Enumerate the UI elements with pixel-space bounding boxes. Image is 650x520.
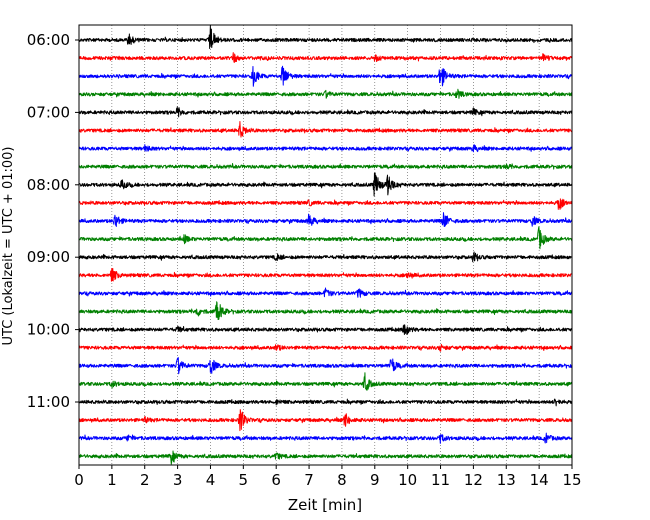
seismic-trace bbox=[78, 301, 573, 321]
seismic-trace bbox=[78, 52, 573, 63]
seismic-trace bbox=[78, 343, 573, 352]
x-tick-label: 14 bbox=[530, 471, 549, 489]
x-tick-label: 3 bbox=[173, 471, 183, 489]
seismic-trace bbox=[78, 106, 573, 118]
seismic-trace bbox=[78, 144, 573, 153]
y-tick-label: 06:00 bbox=[27, 31, 70, 49]
seismic-trace bbox=[78, 409, 573, 432]
seismic-trace bbox=[78, 372, 573, 391]
x-tick-label: 12 bbox=[464, 471, 483, 489]
x-tick-label: 7 bbox=[304, 471, 314, 489]
y-tick-label: 10:00 bbox=[27, 321, 70, 339]
y-axis-label: UTC (Lokalzeit = UTC + 01:00) bbox=[1, 147, 16, 346]
x-tick-label: 2 bbox=[140, 471, 150, 489]
x-tick-label: 8 bbox=[337, 471, 347, 489]
x-tick-label: 5 bbox=[239, 471, 249, 489]
seismic-trace bbox=[78, 287, 573, 298]
seismic-trace bbox=[78, 450, 573, 465]
x-tick-label: 13 bbox=[497, 471, 516, 489]
seismic-trace bbox=[78, 198, 573, 210]
x-axis-label: Zeit [min] bbox=[288, 496, 362, 514]
seismic-trace bbox=[78, 251, 573, 263]
seismic-trace bbox=[78, 25, 573, 50]
seismic-trace bbox=[78, 120, 573, 138]
trace-group bbox=[78, 25, 573, 465]
seismic-trace bbox=[78, 65, 573, 87]
seismic-trace bbox=[78, 398, 573, 407]
seismic-trace bbox=[78, 432, 573, 444]
seismic-trace bbox=[78, 226, 573, 250]
seismic-trace bbox=[78, 212, 573, 227]
y-tick-label: 08:00 bbox=[27, 176, 70, 194]
x-axis: 0 1 2 3 4 5 6 7 8 9 10 11 12 13 14 15 bbox=[74, 465, 582, 489]
minute-grid bbox=[111, 25, 540, 465]
seismic-trace bbox=[78, 88, 573, 99]
seismic-trace bbox=[78, 163, 573, 170]
x-tick-label: 6 bbox=[271, 471, 281, 489]
x-tick-label: 1 bbox=[107, 471, 117, 489]
x-tick-label: 10 bbox=[398, 471, 417, 489]
x-tick-label: 11 bbox=[431, 471, 450, 489]
y-axis: 06:00 07:00 08:00 09:00 10:00 11:00 bbox=[27, 31, 79, 411]
x-tick-label: 4 bbox=[206, 471, 216, 489]
plot-frame bbox=[78, 24, 573, 466]
x-tick-label: 0 bbox=[74, 471, 84, 489]
x-tick-label: 9 bbox=[370, 471, 380, 489]
seismic-trace bbox=[78, 324, 573, 335]
seismic-trace bbox=[78, 357, 573, 375]
y-tick-label: 09:00 bbox=[27, 248, 70, 266]
y-tick-label: 11:00 bbox=[27, 393, 70, 411]
seismic-trace bbox=[78, 267, 573, 282]
x-tick-label: 15 bbox=[562, 471, 581, 489]
y-tick-label: 07:00 bbox=[27, 103, 70, 121]
seismic-trace bbox=[78, 172, 573, 197]
